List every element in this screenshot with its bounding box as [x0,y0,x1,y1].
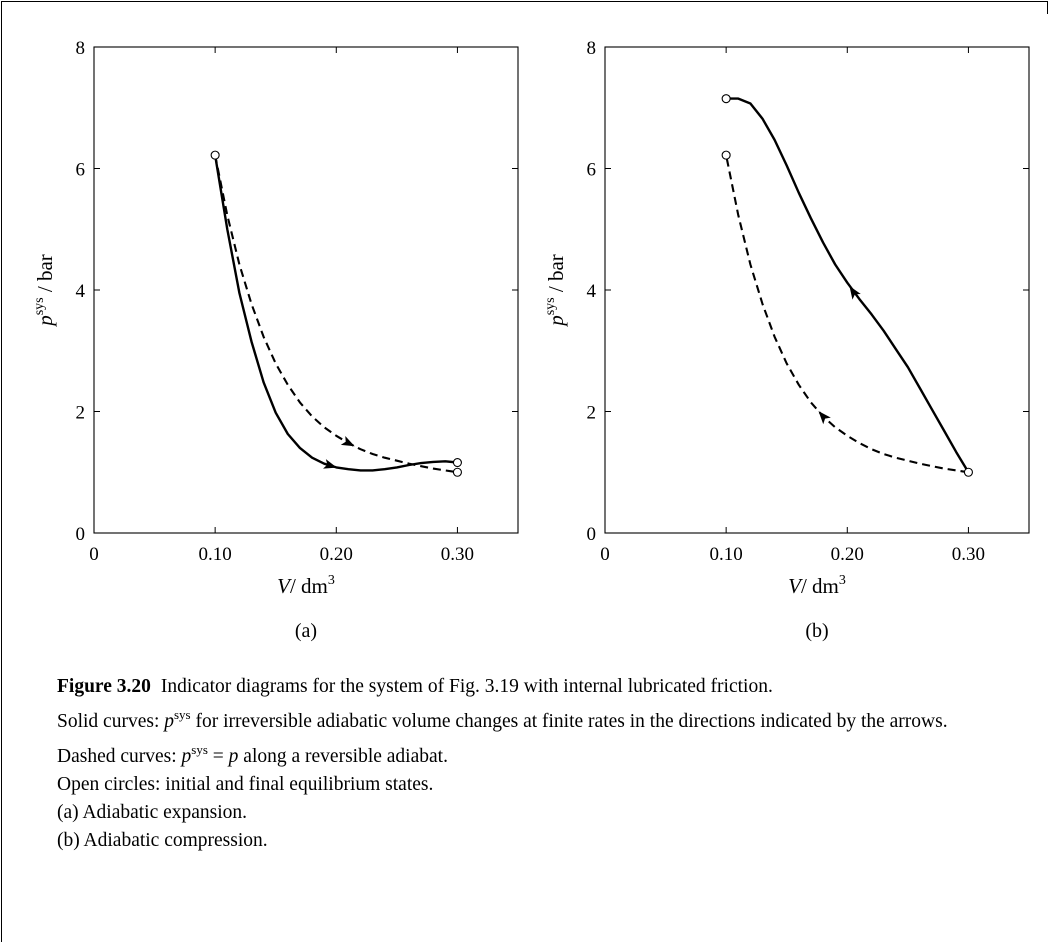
y-axis-label: psys / bar [32,254,57,328]
y-tick-label: 2 [76,403,86,424]
plot-frame [604,46,1030,534]
caption-circles-line: Open circles: initial and final equilibr… [57,774,434,795]
y-tick-label: 4 [587,281,597,302]
caption-dashed-text: along a reversible adiabat. [238,746,448,767]
x-axis-label: V/ dm3 [277,573,335,598]
x-tick-label: 0 [600,544,610,565]
y-axis-superscript: sys [32,297,47,315]
y-axis-unit: / bar [33,254,57,297]
caption-title: Indicator diagrams for the system of Fig… [160,676,773,697]
state-marker [452,457,462,468]
caption-superscript: sys [191,742,208,757]
dashed-curve [725,154,969,474]
caption-dashed-label: Dashed curves: [57,746,182,767]
caption-symbol-p: p [181,746,192,767]
x-axis-label: V/ dm3 [788,573,846,598]
panel-b: 0 0.10 0.20 0.30 0 2 4 6 8 V/ dm3 psys / bar (b) [543,38,1030,642]
caption-symbol-p: p [228,746,239,767]
y-tick-label: 4 [76,281,86,302]
x-tick-label: 0.10 [199,544,232,565]
figure-caption: Figure 3.20 Indicator diagrams for the sy… [57,673,997,855]
x-tick-label: 0.30 [952,544,985,565]
x-tick-label: 0.20 [320,544,353,565]
x-axis-unit: / dm [801,574,839,598]
x-tick-label: 0.20 [831,544,864,565]
x-axis-symbol: V [788,574,803,598]
figure-number: Figure 3.20 [57,676,151,697]
solid-curve [213,154,458,472]
y-tick-label: 2 [587,403,597,424]
caption-b-line: (b) Adiabatic compression. [57,830,268,851]
y-axis-unit: / bar [544,254,568,297]
y-tick-label: 6 [587,160,597,181]
direction-arrow-icon [323,459,337,469]
caption-solid-line: Solid curves: psys for irreversible adia… [57,701,997,736]
caption-title-line: Figure 3.20 Indicator diagrams for the sy… [57,673,997,701]
direction-arrow-icon [849,285,861,300]
x-tick-label: 0.30 [441,544,474,565]
caption-symbol-p: p [164,711,174,732]
direction-arrow-icon [818,411,831,425]
y-tick-label: 0 [587,524,597,545]
y-axis-label: psys / bar [543,254,568,328]
panel-a: 0 0.10 0.20 0.30 0 2 4 6 8 V/ dm3 psys / bar (a) [32,38,519,642]
caption-superscript: sys [174,707,191,722]
state-marker [963,467,973,477]
subplot-label: (b) [805,620,828,642]
x-axis-symbol: V [277,574,292,598]
y-axis-superscript: sys [543,297,558,315]
solid-curve [726,97,970,473]
y-axis-symbol: p [544,315,568,328]
y-tick-label: 8 [76,38,86,59]
caption-a-line: (a) Adiabatic expansion. [57,802,248,823]
x-tick-label: 0.10 [710,544,743,565]
caption-equals: = [207,746,229,767]
state-marker [452,467,462,477]
state-marker [721,94,731,104]
y-tick-label: 8 [587,38,597,59]
caption-solid-text: for irreversible adiabatic volume change… [190,711,948,732]
x-tick-label: 0 [89,544,99,565]
x-axis-unit: / dm [290,574,328,598]
caption-dashed-line: Dashed curves: psys = p along a reversib… [57,736,997,771]
y-tick-label: 0 [76,524,86,545]
y-tick-label: 6 [76,160,86,181]
x-axis-unit-exponent: 3 [839,573,846,588]
dashed-curve [214,154,458,474]
direction-arrow-icon [340,435,355,447]
state-marker [210,150,220,160]
x-axis-unit-exponent: 3 [328,573,335,588]
caption-solid-label: Solid curves: [57,711,165,732]
state-marker [721,150,731,160]
subplot-label: (a) [295,620,317,642]
y-axis-symbol: p [33,315,57,328]
